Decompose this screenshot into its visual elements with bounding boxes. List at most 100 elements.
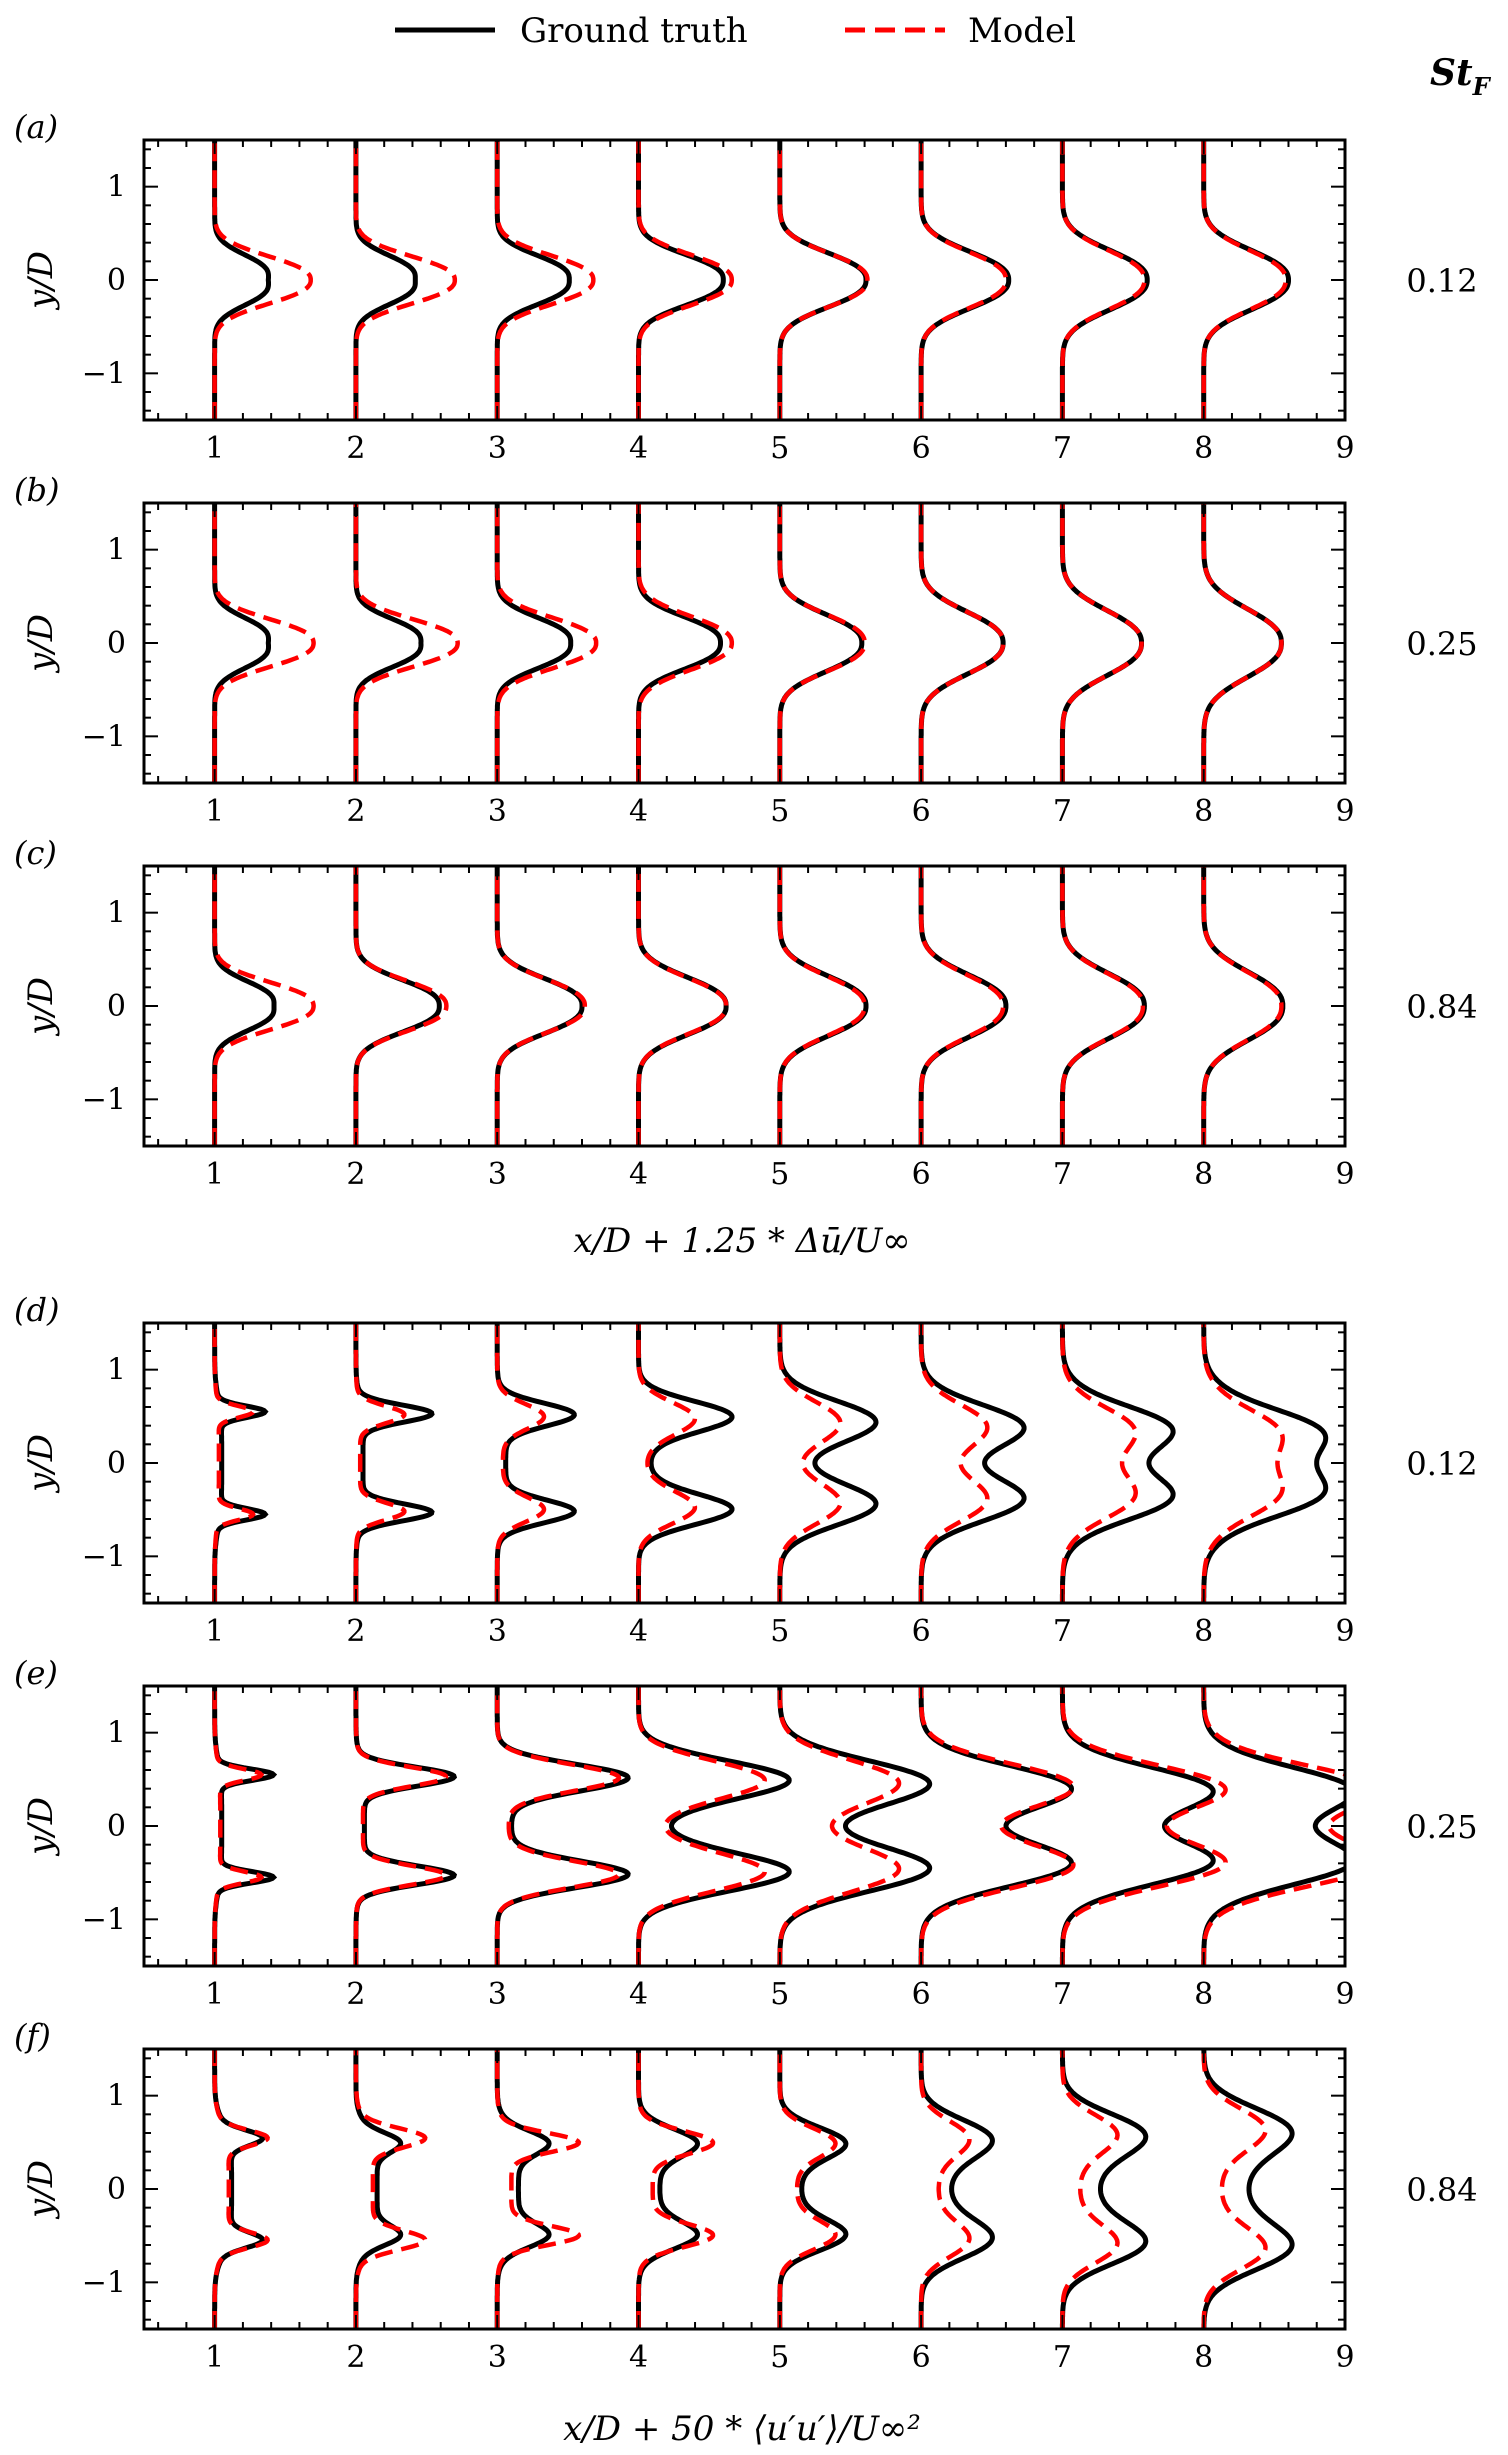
x-tick-label: 3 <box>488 2340 507 2375</box>
model-profile-x5 <box>777 503 867 783</box>
x-tick-label: 9 <box>1335 1614 1354 1649</box>
st-header: StF <box>1430 52 1492 101</box>
model-profile-x7 <box>1060 1323 1138 1603</box>
panel-d: 1 2 3 4 5 6 7 8 9 −1 0 1 y/D (d) 0.12 <box>14 1291 1478 1649</box>
model-profile-x8 <box>1201 866 1284 1146</box>
x-tick-label: 4 <box>629 794 648 829</box>
x-tick-label: 3 <box>488 1157 507 1192</box>
panel-label: (e) <box>14 1654 58 1692</box>
ground-truth-profile-x2 <box>353 503 424 783</box>
profiles <box>212 1323 1329 1603</box>
ground-truth-profile-x3 <box>494 2049 552 2329</box>
ground-truth-profile-x3 <box>494 866 585 1146</box>
ground-truth-profile-x3 <box>494 1686 631 1966</box>
model-profile-x6 <box>918 2049 972 2329</box>
y-axis-label: y/D <box>21 251 61 311</box>
x-tick-label: 2 <box>346 1157 365 1192</box>
ground-truth-profile-x2 <box>353 1686 458 1966</box>
ground-truth-profile-x2 <box>353 866 442 1146</box>
panels: 1 2 3 4 5 6 7 8 9 −1 0 1 y/D (a) 0.12 1 2 3 4 5 6 7 8 9 −1 0 1 y/D (… <box>14 108 1478 2375</box>
panel-b: 1 2 3 4 5 6 7 8 9 −1 0 1 y/D (b) 0.25 <box>14 471 1478 829</box>
x-tick-label: 3 <box>488 1977 507 2012</box>
y-tick-label: −1 <box>82 2265 126 2300</box>
x-tick-label: 1 <box>205 2340 224 2375</box>
x-tick-label: 8 <box>1194 1977 1213 2012</box>
x-tick-label: 1 <box>205 1614 224 1649</box>
ground-truth-profile-x7 <box>1059 140 1150 420</box>
ground-truth-profile-x5 <box>777 503 865 783</box>
model-profile-x4 <box>636 1323 698 1603</box>
x-tick-label: 8 <box>1194 794 1213 829</box>
x-tick-label: 8 <box>1194 431 1213 466</box>
x-tick-label: 1 <box>205 431 224 466</box>
x-tick-label: 7 <box>1053 794 1072 829</box>
ground-truth-profile-x8 <box>1201 1686 1345 1966</box>
y-axis-label: y/D <box>21 2160 61 2220</box>
y-tick-label: 0 <box>107 626 126 661</box>
ground-truth-profile-x6 <box>918 1686 1075 1966</box>
panel-label: (a) <box>14 108 58 146</box>
ground-truth-profile-x6 <box>918 1323 1027 1603</box>
x-tick-label: 6 <box>912 1614 931 1649</box>
ground-truth-profile-x6 <box>918 140 1012 420</box>
ground-truth-profile-x8 <box>1201 140 1291 420</box>
model-profile-x3 <box>494 2049 582 2329</box>
ground-truth-profile-x5 <box>777 866 869 1146</box>
model-profile-x4 <box>636 140 735 420</box>
x-tick-label: 4 <box>629 1977 648 2012</box>
x-tick-label: 7 <box>1053 2340 1072 2375</box>
ground-truth-profile-x5 <box>777 1686 933 1966</box>
ground-truth-profile-x1 <box>212 2049 266 2329</box>
model-profile-x4 <box>636 866 729 1146</box>
axes-frame <box>142 2047 1347 2331</box>
model-profile-x3 <box>494 1686 622 1966</box>
st-value: 0.12 <box>1406 262 1477 300</box>
profiles <box>212 140 1291 420</box>
model-profile-x4 <box>636 1686 767 1966</box>
model-profile-x6 <box>918 1323 990 1603</box>
panel-c: 1 2 3 4 5 6 7 8 9 −1 0 1 y/D (c) 0.84 <box>14 834 1478 1192</box>
model-profile-x7 <box>1060 140 1147 420</box>
ground-truth-profile-x4 <box>636 1686 792 1966</box>
legend: Ground truth Model <box>395 11 1076 51</box>
y-tick-label: 1 <box>107 2079 126 2114</box>
x-tick-label: 2 <box>346 1977 365 2012</box>
model-profile-x2 <box>353 1323 407 1603</box>
model-profile-x7 <box>1060 2049 1120 2329</box>
y-tick-label: −1 <box>82 1082 126 1117</box>
x-tick-label: 2 <box>346 2340 365 2375</box>
model-profile-x5 <box>777 1323 843 1603</box>
model-profile-x3 <box>494 503 599 783</box>
x-tick-label: 7 <box>1053 431 1072 466</box>
x-tick-label: 9 <box>1335 2340 1354 2375</box>
panel-label: (b) <box>14 471 59 509</box>
ground-truth-profile-x1 <box>212 866 277 1146</box>
x-tick-label: 6 <box>912 794 931 829</box>
ground-truth-profile-x5 <box>777 2049 849 2329</box>
ground-truth-profile-x6 <box>918 866 1009 1146</box>
model-profile-x1 <box>212 866 316 1146</box>
model-profile-x3 <box>494 866 588 1146</box>
model-profile-x4 <box>636 503 735 783</box>
model-profile-x2 <box>353 2049 428 2329</box>
x-tick-label: 7 <box>1053 1977 1072 2012</box>
ground-truth-profile-x5 <box>777 1323 879 1603</box>
model-profile-x5 <box>777 2049 838 2329</box>
x-tick-label: 2 <box>346 431 365 466</box>
x-tick-label: 8 <box>1194 1157 1213 1192</box>
ground-truth-profile-x6 <box>918 503 1006 783</box>
ground-truth-profile-x4 <box>636 503 723 783</box>
y-tick-label: −1 <box>82 356 126 391</box>
ground-truth-profile-x4 <box>636 1323 735 1603</box>
y-tick-label: 1 <box>107 1716 126 1751</box>
ground-truth-profile-x4 <box>636 866 729 1146</box>
model-profile-x1 <box>212 2049 270 2329</box>
x-tick-label: 6 <box>912 1977 931 2012</box>
axes-frame <box>142 864 1347 1148</box>
ground-truth-profile-x7 <box>1059 1686 1216 1966</box>
x-tick-label: 4 <box>629 1157 648 1192</box>
model-profile-x2 <box>353 503 460 783</box>
model-profile-x8 <box>1201 1686 1345 1966</box>
x-tick-label: 5 <box>770 431 789 466</box>
